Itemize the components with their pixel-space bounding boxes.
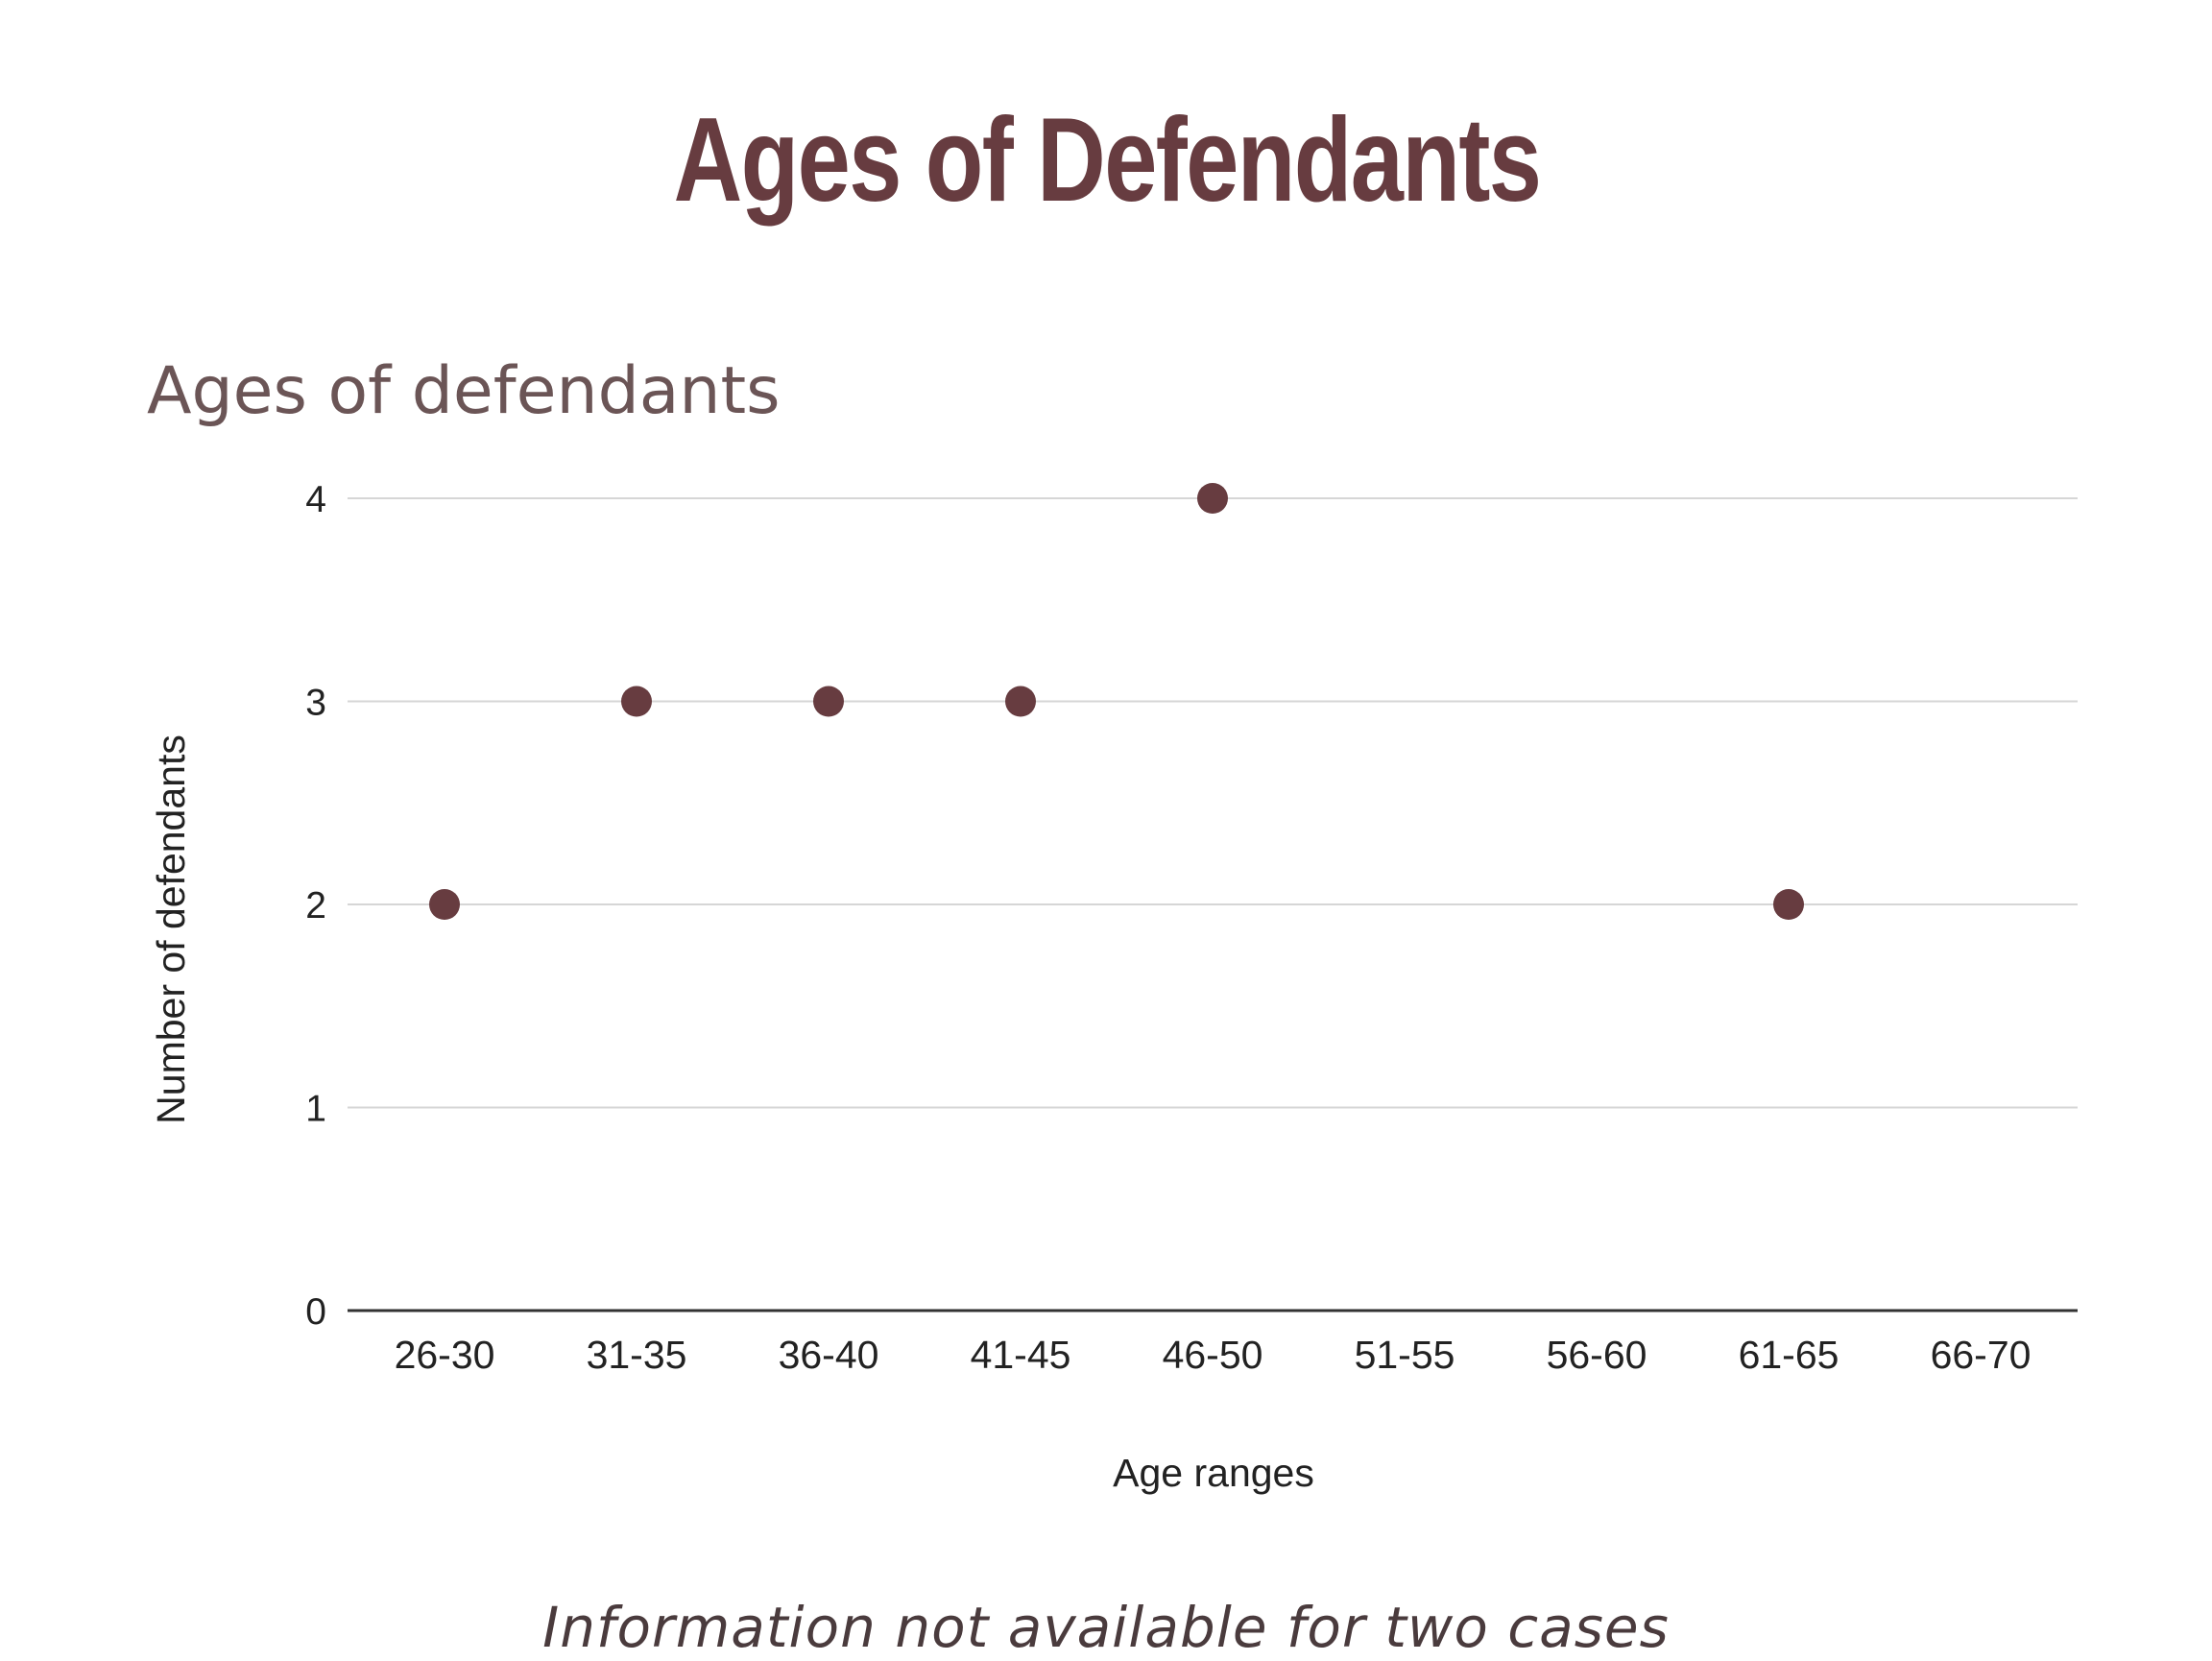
data-point xyxy=(813,686,844,717)
page-title: Ages of Defendants xyxy=(673,94,1542,227)
x-tick-labels: 26-30 31-35 36-40 41-45 46-50 51-55 56-60 61-65… xyxy=(395,1333,2032,1377)
y-tick-labels: 0 1 2 3 4 xyxy=(305,479,326,1333)
x-tick-label: 46-50 xyxy=(1163,1333,1263,1377)
x-axis-label: Age ranges xyxy=(1113,1451,1314,1495)
chart-title: Ages of defendants xyxy=(147,353,781,429)
y-tick-label: 4 xyxy=(305,479,326,520)
x-tick-label: 61-65 xyxy=(1739,1333,1839,1377)
data-point xyxy=(429,889,460,920)
x-tick-label: 36-40 xyxy=(779,1333,879,1377)
x-tick-label: 26-30 xyxy=(395,1333,495,1377)
data-point xyxy=(621,686,652,717)
data-point xyxy=(1197,483,1228,514)
y-axis-label: Number of defendants xyxy=(149,734,193,1124)
data-point xyxy=(1005,686,1036,717)
y-tick-label: 3 xyxy=(305,683,326,724)
y-tick-label: 1 xyxy=(305,1089,326,1130)
y-tick-label: 0 xyxy=(305,1291,326,1333)
x-tick-label: 56-60 xyxy=(1547,1333,1647,1377)
footnote: Information not available for two cases xyxy=(542,1595,1670,1660)
data-points xyxy=(429,483,1804,920)
x-tick-label: 31-35 xyxy=(587,1333,687,1377)
data-point xyxy=(1773,889,1804,920)
x-tick-label: 51-55 xyxy=(1355,1333,1455,1377)
y-tick-label: 2 xyxy=(305,885,326,927)
x-tick-label: 41-45 xyxy=(971,1333,1071,1377)
x-tick-label: 66-70 xyxy=(1931,1333,2032,1377)
gridlines xyxy=(348,497,2078,1109)
